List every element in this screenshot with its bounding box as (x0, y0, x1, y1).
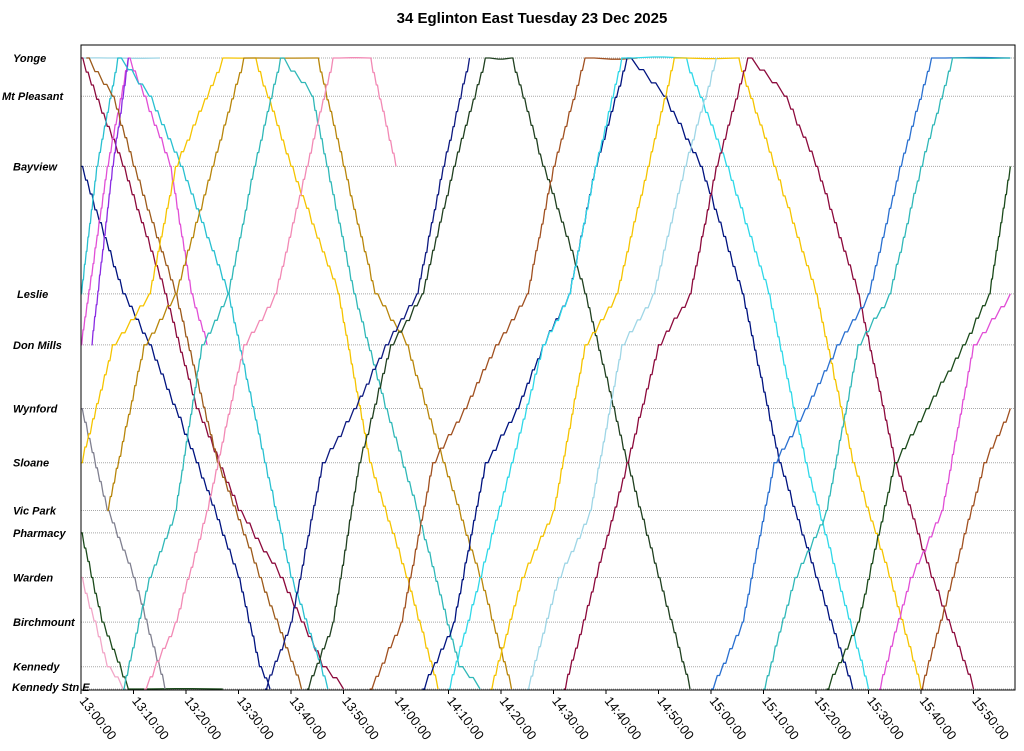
time-tick-label: 15:20:00 (812, 694, 855, 743)
time-tick-label: 13:00:00 (77, 694, 120, 743)
trip-line (527, 57, 717, 690)
stop-labels: Yonge Mt Pleasant Bayview Leslie Don Mills Wy… (2, 53, 90, 694)
chart-title: 34 Eglinton East Tuesday 23 Dec 2025 (397, 10, 668, 27)
trip-line (144, 57, 397, 690)
trip-line (422, 57, 854, 690)
trip-line (81, 57, 439, 690)
stop-label: Mt Pleasant (2, 91, 64, 103)
time-tick-label: 13:50:00 (339, 694, 382, 743)
time-tick-label: 13:10:00 (129, 694, 172, 743)
stop-label: Kennedy (13, 662, 60, 674)
stop-label: Pharmacy (13, 528, 66, 540)
stop-label: Don Mills (13, 340, 62, 352)
trip-line (763, 57, 1011, 690)
time-tick-label: 14:20:00 (497, 694, 540, 743)
trip-line (490, 57, 922, 690)
trip-line (711, 56, 1011, 690)
trip-line (80, 57, 329, 690)
stop-label: Birchmount (13, 617, 76, 629)
time-tick-label: 14:10:00 (444, 694, 487, 743)
trip-line (879, 293, 1011, 690)
time-tick-label: 13:30:00 (234, 694, 277, 743)
stop-label: Sloane (13, 458, 49, 470)
trip-line (921, 408, 1011, 690)
stop-label: Bayview (13, 161, 58, 173)
trip-line (369, 57, 638, 690)
trip-line (306, 57, 691, 690)
stop-label: Kennedy Stn E (12, 682, 90, 694)
trip-line (91, 57, 129, 346)
time-tick-label: 13:40:00 (287, 694, 330, 743)
time-tick-label: 14:40:00 (602, 694, 645, 743)
trip-line (564, 57, 975, 690)
time-tick-label: 13:20:00 (182, 694, 225, 743)
stop-label: Leslie (17, 289, 48, 301)
trip-line (123, 57, 481, 690)
trip-line (448, 56, 870, 690)
time-tick-label: 15:00:00 (707, 694, 750, 743)
trip-line (107, 57, 513, 690)
stop-gridlines (81, 57, 1015, 690)
time-tick-label: 14:30:00 (549, 694, 592, 743)
time-tick-label: 14:50:00 (654, 694, 697, 743)
stop-label: Warden (13, 572, 53, 584)
time-tick-label: 15:30:00 (864, 694, 907, 743)
stop-label: Vic Park (13, 506, 57, 518)
trip-line (81, 57, 208, 346)
trip-lines (80, 56, 1011, 690)
stop-label: Wynford (13, 404, 58, 416)
trip-line (81, 407, 166, 690)
time-tick-label: 14:00:00 (392, 694, 435, 743)
trip-line (81, 165, 271, 690)
time-tick-label: 15:40:00 (917, 694, 960, 743)
trip-line (81, 57, 345, 690)
time-tick-label: 15:50:00 (969, 694, 1012, 743)
trip-line (81, 576, 124, 690)
plot-area-frame (80, 44, 1016, 691)
trip-line (264, 57, 471, 690)
stop-label: Yonge (13, 53, 46, 65)
time-tick-label: 15:10:00 (759, 694, 802, 743)
trip-line (86, 57, 303, 690)
time-axis-labels: 13:00:00 13:10:00 13:20:00 13:30:00 13:40:00… (77, 690, 1012, 743)
trip-line (81, 532, 223, 690)
trip-line (826, 166, 1011, 690)
